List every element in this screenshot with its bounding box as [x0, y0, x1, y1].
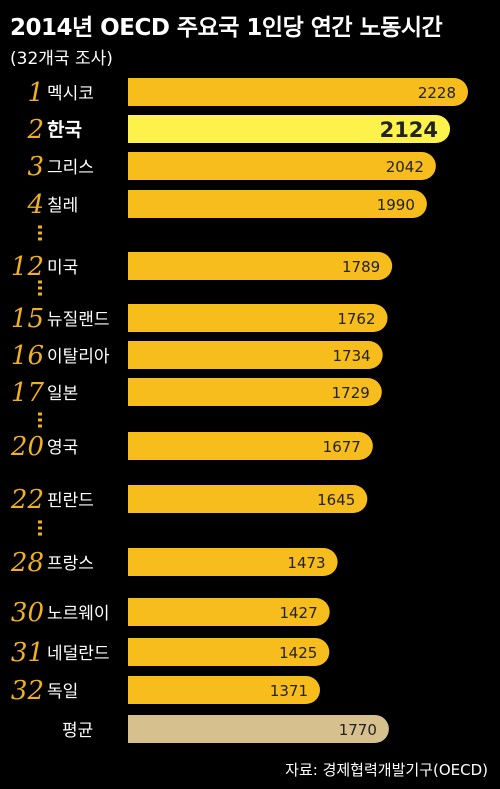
ellipsis-dot [38, 231, 42, 235]
bar-rank-22 [128, 485, 368, 513]
bar-rank-17 [128, 378, 382, 406]
bar-average [128, 715, 389, 743]
rank-label: 30 [11, 598, 44, 628]
ellipsis-dot [38, 526, 42, 530]
ellipsis-dot [38, 412, 42, 416]
ellipsis-dot [38, 532, 42, 536]
bar-rank-32 [128, 676, 320, 704]
value-label: 1371 [270, 682, 308, 700]
bar-rank-12 [128, 252, 393, 280]
rank-label: 12 [11, 252, 44, 282]
rank-label: 17 [11, 378, 45, 408]
rank-label: 15 [11, 304, 44, 334]
value-label: 1762 [337, 310, 375, 328]
country-label: 영국 [47, 438, 78, 458]
ellipsis-dot [38, 237, 42, 241]
country-label: 칠레 [47, 196, 78, 216]
country-label: 네덜란드 [47, 644, 110, 664]
rank-label: 1 [27, 78, 44, 108]
bar-rank-2 [128, 115, 451, 143]
value-label: 1677 [323, 438, 361, 456]
bar-rank-4 [128, 190, 427, 219]
country-label: 멕시코 [47, 84, 94, 104]
country-label: 평균 [62, 721, 93, 741]
country-label: 그리스 [47, 158, 94, 178]
rank-label: 3 [27, 152, 44, 182]
bar-rank-31 [128, 638, 330, 666]
country-label: 노르웨이 [47, 604, 110, 624]
rank-label: 20 [10, 432, 44, 462]
value-label: 1789 [342, 258, 380, 276]
country-label: 독일 [47, 682, 78, 702]
ellipsis-dot [38, 424, 42, 428]
value-label: 2228 [418, 84, 456, 102]
chart-title: 2014년 OECD 주요국 1인당 연간 노동시간 [10, 15, 443, 41]
rank-label: 28 [10, 548, 44, 578]
ellipsis-dot [38, 292, 42, 296]
value-label: 2124 [380, 118, 438, 142]
rank-label: 32 [11, 676, 44, 706]
value-label: 1473 [287, 554, 325, 572]
bar-rank-1 [128, 78, 468, 106]
bar-rank-28 [128, 548, 338, 576]
rank-label: 2 [26, 115, 44, 145]
ellipsis-dot [38, 225, 42, 229]
country-label: 이탈리아 [47, 347, 110, 367]
rank-label: 4 [26, 190, 44, 220]
bar-rank-20 [128, 432, 373, 460]
ellipsis-dot [38, 286, 42, 290]
country-label: 한국 [47, 119, 82, 141]
value-label: 1645 [317, 491, 355, 509]
country-label: 프랑스 [47, 554, 94, 574]
bar-rank-15 [128, 304, 388, 332]
rank-label: 22 [10, 485, 44, 515]
value-label: 1770 [339, 721, 377, 739]
value-label: 2042 [386, 158, 424, 176]
source-note: 자료: 경제협력개발기구(OECD) [285, 761, 488, 779]
value-label: 1729 [332, 384, 370, 402]
rank-label: 16 [11, 341, 44, 371]
rank-label: 31 [11, 638, 44, 668]
country-label: 일본 [47, 384, 78, 404]
ellipsis-dot [38, 280, 42, 284]
value-label: 1427 [279, 604, 317, 622]
bar-rank-30 [128, 598, 330, 626]
bar-rank-3 [128, 152, 436, 180]
chart-subtitle: (32개국 조사) [10, 49, 113, 69]
value-label: 1990 [377, 196, 415, 214]
bar-rank-16 [128, 341, 383, 369]
country-label: 핀란드 [47, 491, 94, 511]
value-label: 1734 [333, 347, 371, 365]
country-label: 미국 [47, 258, 78, 278]
ellipsis-dot [38, 418, 42, 422]
ellipsis-dot [38, 520, 42, 524]
value-label: 1425 [279, 644, 317, 662]
country-label: 뉴질랜드 [47, 310, 110, 330]
